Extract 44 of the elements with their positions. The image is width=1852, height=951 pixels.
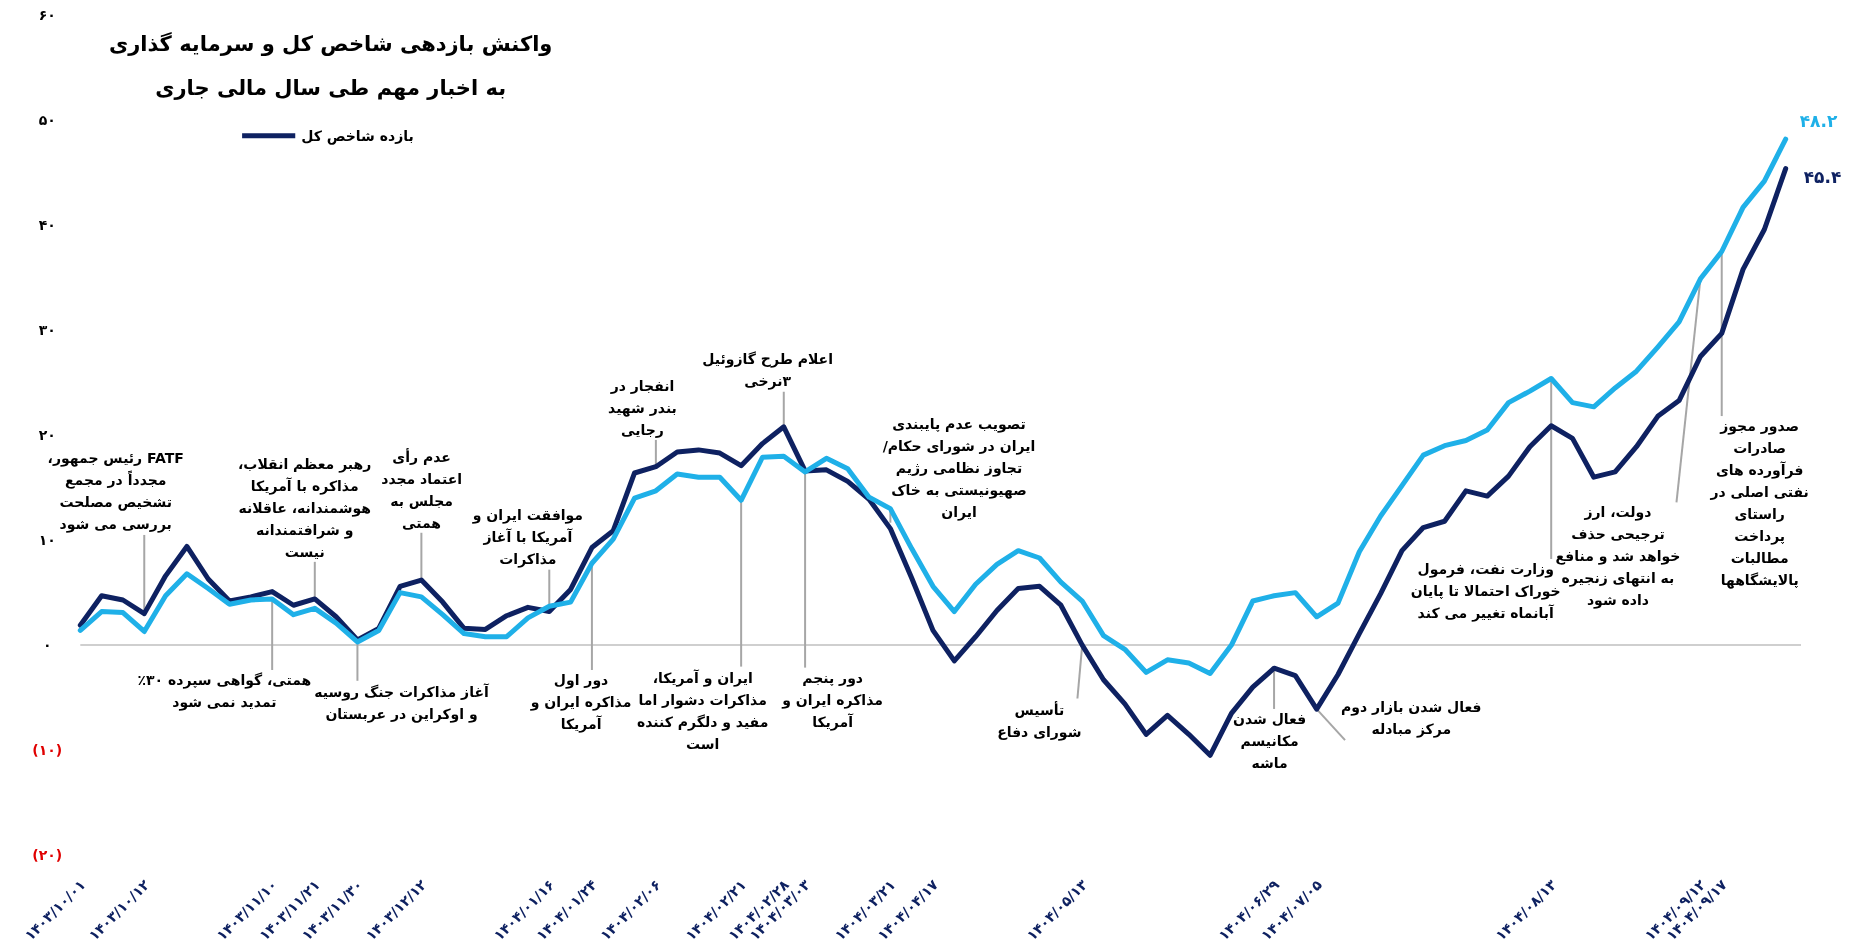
annotation: اعلام طرح گازوئیل ۳نرخی <box>702 350 833 390</box>
annotation: صدور مجوز صادرات فرآورده های نفتی اصلی در راستای پرداخت مطالبات پالایشگاهها <box>1709 418 1809 590</box>
annotation: فعال شدن مکانیسم ماشه <box>1233 710 1307 771</box>
annotation: رهبر معظم انقلاب، مذاکره با آمریکا هوشمندانه، عاقلانه و شرافتمندانه نیست <box>238 455 372 600</box>
annotation: انفجار در بندر شهید رجایی <box>608 377 677 438</box>
annotation: فعال شدن مکانیسم ماشه <box>1233 667 1307 771</box>
annotation: ایران و آمریکا، مذاکرات دشوار اما مفید و دلگرم کننده است <box>637 499 769 752</box>
annotation: عدم رأی اعتماد مجدد مجلس به همتی <box>381 448 462 582</box>
annotation: آغاز مذاکرات جنگ روسیه و اوکراین در عربستان <box>314 640 489 722</box>
annotation: دور اول مذاکره ایران و آمریکا <box>529 671 632 733</box>
y-tick-label: (۱۰) <box>32 742 63 759</box>
y-tick-label: ۱۰ <box>38 532 56 549</box>
annotation: همتی، گواهی سپرده ۳۰٪ تمدید نمی شود <box>137 597 312 710</box>
annotation: تأسیس شورای دفاع <box>997 700 1082 741</box>
annotation: صدور مجوز صادرات فرآورده های نفتی اصلی در راستای پرداخت مطالبات پالایشگاهها <box>1710 250 1809 589</box>
annotation: همتی، گواهی سپرده ۳۰٪ تمدید نمی شود <box>137 671 312 711</box>
y-tick-label: (۲۰) <box>32 847 63 864</box>
y-tick-label: ۲۰ <box>38 427 56 444</box>
annotation: FATF رئیس جمهور، مجدداً در مجمع تشخیص مصلحت بررسی می شود <box>47 449 184 533</box>
y-tick-label: ۴۰ <box>38 217 56 234</box>
x-tick-label: ۱۴۰۴/۰۲/۰۶ <box>597 876 664 944</box>
text: واکنش بازدهی شاخص کل و سرمایه گذاری به اخبار مهم طی سال مالی جاری <box>108 30 553 100</box>
annotation: فعال شدن بازار دوم مرکز مبادله <box>1341 699 1482 739</box>
x-tick-label: ۱۴۰۴/۰۸/۱۳ <box>1492 876 1560 944</box>
y-tick-label: ۶۰ <box>38 7 56 24</box>
annotation: آغاز مذاکرات جنگ روسیه و اوکراین در عربستان <box>314 682 490 723</box>
y-tick-label: ۳۰ <box>38 322 56 339</box>
annotation: تصویب عدم پایبندی ایران در شورای حکام/ تجاوز نظامی رژیم صهیونیستی به خاک ایران <box>882 415 1036 524</box>
x-tick-label: ۱۴۰۳/۱۲/۱۲ <box>362 876 430 944</box>
annotation: دور پنجم مذاکره ایران و آمریکا <box>781 669 883 731</box>
legend-label: بازده شاخص کل <box>301 127 414 145</box>
y-tick-label: ۰ <box>42 637 52 654</box>
x-tick-label: ۱۴۰۴/۰۵/۱۳ <box>1023 876 1091 944</box>
annotation: اعلام طرح گازوئیل ۳نرخی <box>702 350 833 428</box>
annotation: دور پنجم مذاکره ایران و آمریکا <box>782 470 883 730</box>
data-label: ۴۸.۲ <box>1799 111 1838 132</box>
annotation: انفجار در بندر شهید رجایی <box>608 377 677 468</box>
annotation: تأسیس شورای دفاع <box>997 644 1084 740</box>
annotation: ایران و آمریکا، مذاکرات دشوار اما مفید و دلگرم کننده است <box>637 668 769 752</box>
annotation: فعال شدن بازار دوم مرکز مبادله <box>1315 699 1482 742</box>
annotation: رهبر معظم انقلاب، مذاکره با آمریکا هوشمندانه، عاقلانه و شرافتمندانه نیست <box>238 455 372 560</box>
data-label: ۴۵.۴ <box>1803 166 1842 187</box>
annotation: عدم رأی اعتماد مجدد مجلس به همتی <box>381 447 463 531</box>
y-tick-label: ۵۰ <box>38 112 56 129</box>
